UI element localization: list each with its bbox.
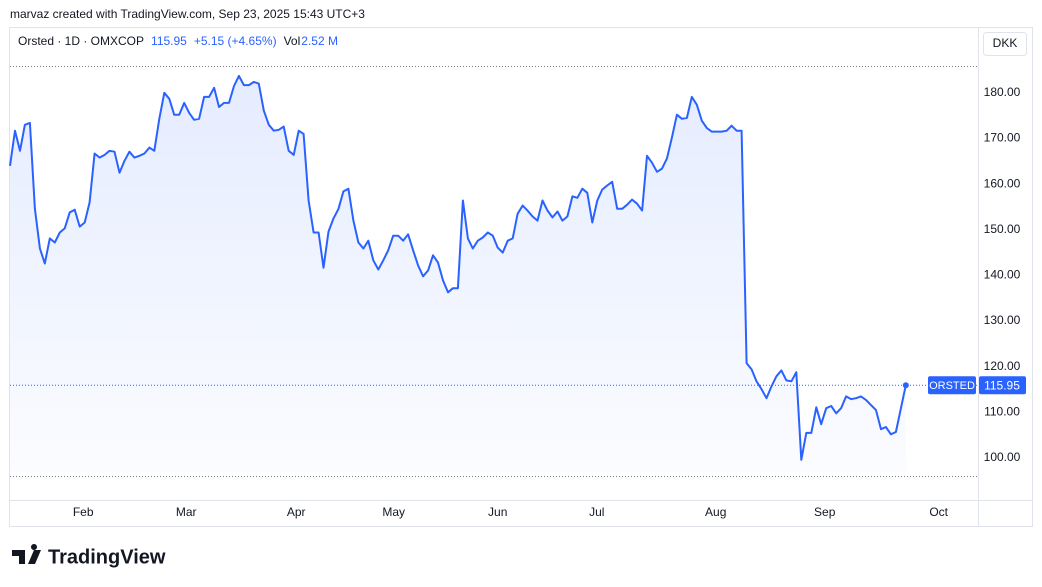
last-point [902,382,909,389]
area [10,75,906,473]
legend: Orsted · 1D · OMXCOP 115.95 +5.15 (+4.65… [18,34,338,48]
series-name: ORSTED [929,380,975,392]
price-line [9,74,907,461]
series-name-badge [928,376,976,395]
legend-price: 115.95 [151,34,187,48]
x-tick-label: Feb [73,505,94,519]
chart-frame [9,27,1033,527]
currency-button[interactable] [983,32,1027,56]
y-tick-label: 110.00 [984,405,1020,419]
x-tick-label: Mar [176,505,197,519]
y-tick-label: 180.00 [984,85,1021,99]
x-tick-label: Oct [929,505,948,519]
x-tick-label: Sep [814,505,836,519]
x-tick-label: Jun [488,505,507,519]
y-tick-label: 160.00 [984,176,1021,190]
logo-text: TradingView [48,546,166,568]
y-tick-label: 120.00 [984,359,1021,373]
currency-label[interactable]: DKK [993,36,1018,50]
y-tick-label: 130.00 [984,313,1021,327]
logo: TradingView [12,544,166,568]
y-tick-label: 140.00 [984,268,1021,282]
y-tick-label: 100.00 [984,450,1021,464]
last-price-badge [979,376,1026,395]
x-tick-label: May [382,505,405,519]
x-tick-label: Apr [287,505,306,519]
legend-volume-label: Vol [284,34,301,48]
legend-volume: 2.52 M [301,34,338,48]
legend-change: +5.15 (+4.65%) [194,34,277,48]
y-tick-label: 170.00 [984,131,1021,145]
logo-icon [12,544,41,564]
x-tick-label: Jul [589,505,604,519]
x-tick-label: Aug [705,505,726,519]
last-price: 115.95 [984,378,1020,392]
header: marvaz created with TradingView.com, Sep… [10,7,365,21]
legend-symbol: Orsted · 1D · OMXCOP [18,34,144,48]
y-tick-label: 150.00 [984,222,1021,236]
